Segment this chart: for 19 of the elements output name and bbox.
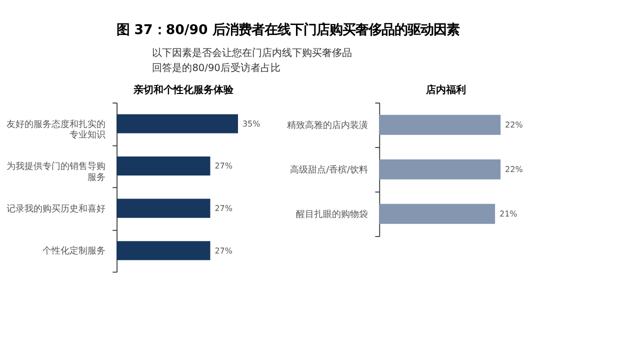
y-tick-label: 个性化定制服务 — [42, 246, 106, 257]
chart-title: 亲切和个性化服务体验 — [132, 84, 234, 96]
y-tick-label: 精致高雅的店内装潢 — [287, 120, 368, 131]
text: 回答是的80/90后受访者占比 — [152, 62, 280, 74]
y-tick-label: 友好的服务态度和扎实的专业知识 — [6, 118, 106, 141]
data-label: 27% — [214, 204, 233, 213]
y-tick-label: 高级甜点/香槟/饮料 — [290, 164, 368, 176]
y-tick-label: 为我提供专门的销售导购服务 — [6, 161, 106, 183]
data-label: 35% — [242, 119, 261, 128]
data-label: 21% — [500, 210, 518, 219]
text: 以下因素是否会让您在门店内线下购买奢侈品 — [152, 46, 352, 59]
y-tick-label: 醒目扎眼的购物袋 — [296, 208, 368, 220]
data-label: 27% — [214, 246, 233, 256]
data-label: 27% — [214, 162, 233, 171]
text: 图 37：80/90 后消费者在线下门店购买奢侈品的驱动因素 — [116, 22, 460, 38]
y-tick-label: 记录我的购买历史和喜好 — [6, 203, 106, 214]
chart-title: 店内福利 — [424, 84, 466, 96]
data-label: 22% — [505, 165, 524, 174]
data-label: 22% — [505, 120, 524, 130]
